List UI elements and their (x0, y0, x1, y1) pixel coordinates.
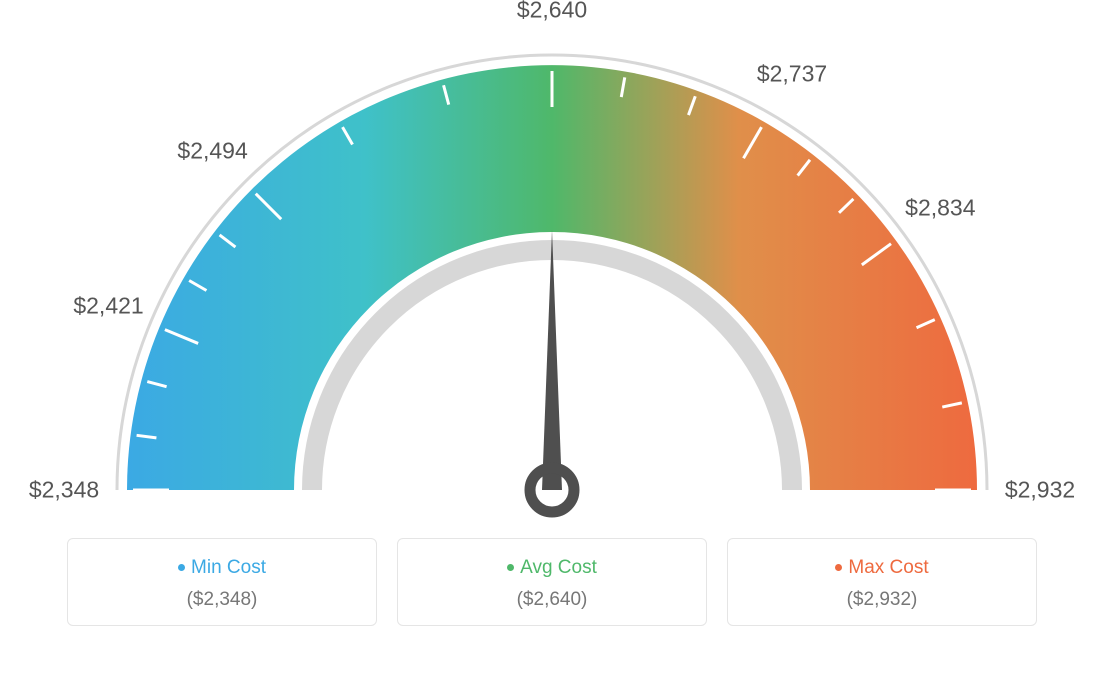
avg-cost-value: ($2,640) (398, 589, 706, 611)
max-dot-icon (835, 564, 842, 571)
gauge-tick-label: $2,737 (757, 61, 827, 88)
avg-dot-icon (507, 564, 514, 571)
min-dot-icon (178, 564, 185, 571)
max-cost-label: Max Cost (848, 557, 928, 578)
gauge-chart: $2,348 $2,421 $2,494 $2,640 $2,737 $2,834 $2,9… (0, 0, 1104, 530)
min-cost-title: Min Cost (68, 557, 376, 579)
avg-cost-label: Avg Cost (520, 557, 597, 578)
min-cost-card: Min Cost ($2,348) (67, 538, 377, 626)
gauge-tick-label: $2,421 (73, 293, 143, 320)
gauge-tick-label: $2,834 (905, 194, 975, 221)
gauge-tick-label: $2,494 (177, 137, 247, 164)
gauge-tick-label: $2,640 (517, 0, 587, 24)
min-cost-value: ($2,348) (68, 589, 376, 611)
avg-cost-title: Avg Cost (398, 557, 706, 579)
avg-cost-card: Avg Cost ($2,640) (397, 538, 707, 626)
gauge-svg (0, 0, 1104, 530)
summary-cards: Min Cost ($2,348) Avg Cost ($2,640) Max … (0, 538, 1104, 626)
gauge-tick-label: $2,932 (1005, 477, 1075, 504)
max-cost-card: Max Cost ($2,932) (727, 538, 1037, 626)
min-cost-label: Min Cost (191, 557, 266, 578)
max-cost-title: Max Cost (728, 557, 1036, 579)
max-cost-value: ($2,932) (728, 589, 1036, 611)
gauge-tick-label: $2,348 (29, 477, 99, 504)
